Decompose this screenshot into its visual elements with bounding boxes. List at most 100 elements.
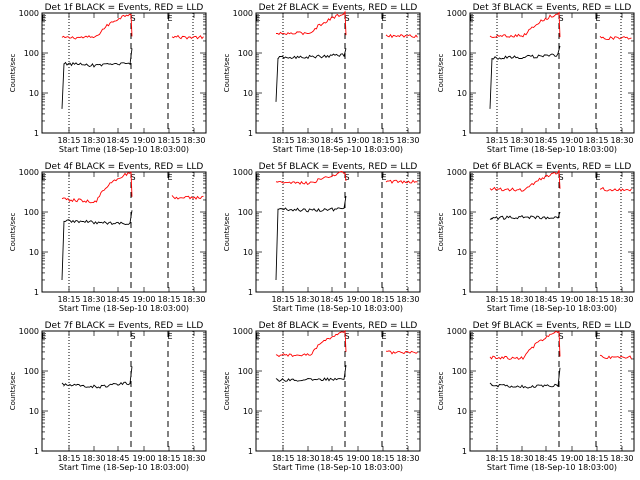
y-axis-label: Counts/sec (223, 213, 231, 252)
y-tick-label: 1000 (447, 9, 467, 18)
x-tick-label: 18:45 (106, 454, 129, 463)
events-series-line (489, 211, 561, 221)
x-tick-label: 19:00 (132, 295, 155, 304)
y-tick-label: 100 (238, 208, 253, 217)
y-tick-label: 1 (34, 288, 39, 297)
events-series-line (275, 48, 347, 102)
x-tick-label: 18:15 (371, 454, 394, 463)
x-tick-label: 18:15 (371, 136, 394, 145)
x-tick-label: 18:30 (610, 295, 633, 304)
events-series-line (275, 196, 347, 281)
y-tick-label: 10 (29, 248, 39, 257)
x-tick-label: 18:15 (157, 295, 180, 304)
events-series-line (275, 365, 347, 382)
x-tick-label: 18:30 (82, 295, 105, 304)
x-tick-label: 18:15 (271, 454, 294, 463)
lld-series-line (61, 171, 133, 204)
chart-panel: Det 7f BLACK = Events, RED = LLD 1 10 100 10… (9, 321, 207, 472)
x-axis-label: Start Time (18-Sep-10 18:03:00) (273, 304, 403, 313)
event-marker-label: E (381, 332, 386, 341)
event-marker-label: E (469, 173, 474, 182)
chart-title: Det 2f BLACK = Events, RED = LLD (259, 3, 418, 13)
y-tick-label: 10 (29, 89, 39, 98)
x-tick-label: 18:45 (106, 136, 129, 145)
y-tick-label: 1 (34, 129, 39, 138)
event-marker-label: E (41, 332, 46, 341)
y-tick-label: 1000 (233, 168, 253, 177)
lld-series-line (171, 195, 204, 200)
y-tick-label: 1000 (447, 168, 467, 177)
x-tick-label: 18:15 (371, 295, 394, 304)
event-marker-label: E (255, 14, 260, 23)
event-marker-label: S (558, 14, 563, 23)
x-tick-label: 19:00 (560, 136, 583, 145)
y-tick-label: 1 (34, 447, 39, 456)
events-series-line (489, 367, 561, 389)
event-marker-label: S (344, 332, 349, 341)
y-tick-label: 100 (452, 208, 467, 217)
x-tick-label: 18:15 (271, 136, 294, 145)
plot-frame (41, 12, 207, 134)
y-tick-label: 100 (238, 49, 253, 58)
x-tick-label: 18:30 (182, 295, 205, 304)
chart-panel: Det 1f BLACK = Events, RED = LLD 1 10 100 10… (9, 3, 207, 154)
x-tick-label: 18:30 (610, 454, 633, 463)
x-tick-label: 18:30 (296, 295, 319, 304)
y-axis-label: Counts/sec (9, 372, 17, 411)
y-tick-label: 10 (457, 89, 467, 98)
event-marker-label: E (595, 14, 600, 23)
x-axis-label: Start Time (18-Sep-10 18:03:00) (273, 145, 403, 154)
event-marker-label: S (344, 14, 349, 23)
lld-series-line (599, 354, 632, 360)
x-tick-label: 19:00 (132, 136, 155, 145)
x-axis-label: Start Time (18-Sep-10 18:03:00) (487, 304, 617, 313)
x-tick-label: 19:00 (346, 295, 369, 304)
y-tick-label: 10 (457, 407, 467, 416)
x-tick-label: 18:15 (485, 136, 508, 145)
x-tick-label: 18:30 (296, 454, 319, 463)
event-marker-label: E (167, 14, 172, 23)
chart-title: Det 9f BLACK = Events, RED = LLD (473, 321, 632, 331)
x-tick-label: 18:45 (534, 136, 557, 145)
y-tick-label: 10 (243, 407, 253, 416)
events-series-line (489, 45, 561, 109)
chart-title: Det 8f BLACK = Events, RED = LLD (259, 321, 418, 331)
y-tick-label: 10 (243, 248, 253, 257)
event-marker-label: S (558, 332, 563, 341)
y-tick-label: 1 (248, 447, 253, 456)
plot-frame (255, 12, 421, 134)
x-tick-label: 18:30 (396, 295, 419, 304)
plot-frame (41, 171, 207, 293)
y-axis-label: Counts/sec (9, 213, 17, 252)
y-tick-label: 1000 (447, 327, 467, 336)
x-tick-label: 18:30 (510, 295, 533, 304)
lld-series-line (276, 10, 347, 36)
event-marker-label: E (595, 173, 600, 182)
x-tick-label: 18:15 (485, 454, 508, 463)
x-tick-label: 18:30 (610, 136, 633, 145)
y-tick-label: 1000 (233, 9, 253, 18)
event-marker-label: E (255, 173, 260, 182)
x-tick-label: 19:00 (346, 454, 369, 463)
chart-panel: Det 8f BLACK = Events, RED = LLD 1 10 100 10… (223, 321, 421, 472)
x-tick-label: 18:15 (57, 454, 80, 463)
y-axis-label: Counts/sec (437, 213, 445, 252)
x-tick-label: 18:45 (320, 454, 343, 463)
x-tick-label: 18:15 (585, 454, 608, 463)
lld-series-line (599, 186, 632, 192)
y-axis-label: Counts/sec (223, 54, 231, 93)
y-tick-label: 1000 (19, 9, 39, 18)
y-tick-label: 1 (248, 129, 253, 138)
x-tick-label: 18:15 (485, 295, 508, 304)
x-tick-label: 18:15 (57, 295, 80, 304)
y-axis-label: Counts/sec (437, 54, 445, 93)
event-marker-label: E (41, 14, 46, 23)
lld-series-line (171, 34, 204, 40)
x-tick-label: 18:15 (157, 454, 180, 463)
lld-series-line (61, 13, 133, 40)
lld-series-line (385, 350, 418, 355)
lld-series-line (275, 171, 347, 186)
x-tick-label: 18:45 (106, 295, 129, 304)
plot-frame (255, 171, 421, 293)
x-tick-label: 18:30 (510, 136, 533, 145)
